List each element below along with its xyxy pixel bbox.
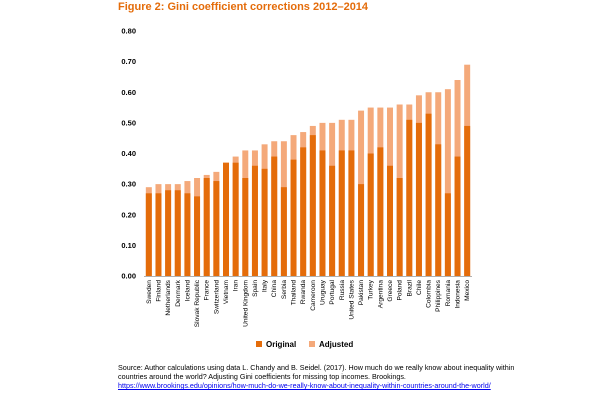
bar-original — [242, 178, 249, 276]
bar-original — [329, 165, 336, 276]
bar-original — [232, 162, 239, 276]
x-axis: Sweden Finland Netherlands Denmark Iceland Sl… — [144, 276, 472, 327]
source-text: Source: Author calculations using data L… — [118, 363, 515, 381]
x-tick-label: Portugal — [329, 279, 336, 304]
y-tick-label: 0.70 — [121, 57, 136, 66]
bar-original — [435, 144, 442, 276]
bar-original — [261, 168, 268, 276]
x-tick-label: Iceland — [184, 280, 191, 302]
y-tick-label: 0.50 — [121, 118, 136, 127]
x-tick-label: Russia — [339, 280, 346, 300]
x-tick-label: Uruguay — [319, 279, 326, 305]
source-link[interactable]: https://www.brookings.edu/opinions/how-m… — [118, 381, 491, 390]
bar-original — [444, 193, 451, 276]
x-tick-label: Brazil — [406, 279, 413, 296]
x-tick-label: Finland — [155, 280, 162, 302]
x-tick-label: France — [204, 280, 211, 301]
figure-title: Figure 2: Gini coefficient corrections 2… — [118, 1, 369, 13]
bar-original — [213, 181, 220, 276]
x-tick-label: Cameroon — [310, 280, 317, 311]
bar-original — [155, 193, 162, 276]
x-tick-label: Denmark — [175, 279, 182, 306]
y-tick-label: 0.30 — [121, 180, 136, 189]
x-tick-label: Poland — [397, 280, 404, 301]
bar-original — [454, 156, 461, 276]
x-tick-label: Philippines — [435, 279, 442, 312]
x-tick-label: Sweden — [146, 280, 153, 304]
x-tick-label: Colombia — [426, 280, 433, 308]
x-tick-label: Serbia — [281, 280, 288, 299]
legend: Original Adjusted — [256, 340, 353, 349]
x-tick-label: Greece — [387, 280, 394, 302]
x-tick-label: Slovak Republic — [194, 279, 201, 327]
bar-original — [165, 190, 172, 276]
bar-adjusted — [444, 89, 451, 276]
x-tick-label: Iran — [233, 280, 240, 292]
x-tick-label: Argentina — [377, 280, 384, 309]
original-bars — [145, 113, 471, 276]
bar-original — [377, 147, 384, 276]
bar-original — [203, 178, 210, 276]
bar-original — [387, 165, 393, 276]
x-tick-label: Italy — [262, 279, 269, 292]
y-tick-label: 0.10 — [121, 241, 136, 250]
x-tick-label: United Kingdom — [242, 279, 249, 326]
bar-original — [348, 150, 355, 276]
y-tick-label: 0.60 — [121, 88, 136, 97]
bar-original — [338, 150, 345, 276]
x-tick-label: Turkey — [368, 279, 375, 300]
bar-original — [425, 113, 432, 276]
x-tick-label: Mexico — [464, 280, 471, 301]
legend-adjusted-swatch — [309, 341, 315, 347]
bar-original — [367, 153, 374, 276]
x-tick-label: Switzerland — [213, 280, 220, 314]
y-tick-label: 0.80 — [121, 27, 136, 36]
y-tick-label: 0.40 — [121, 149, 136, 158]
x-tick-label: Spain — [252, 280, 259, 297]
x-tick-label: Rwanda — [300, 280, 307, 305]
x-tick-label: United States — [348, 279, 355, 319]
x-tick-label: Thailand — [291, 280, 298, 306]
x-tick-label: Pakistan — [358, 280, 365, 306]
bar-original — [300, 147, 307, 276]
legend-original-swatch — [256, 341, 262, 347]
bar-original — [145, 193, 152, 276]
y-axis: 0.00 0.10 0.20 0.30 0.40 0.50 0.60 0.70 0.80 — [121, 27, 136, 281]
x-tick-label: Netherlands — [165, 279, 172, 315]
bar-original — [251, 165, 258, 276]
legend-adjusted-label: Adjusted — [319, 340, 353, 349]
bar-original — [358, 184, 365, 276]
x-tick-label: Chile — [416, 280, 423, 295]
x-tick-label: Vietnam — [223, 280, 230, 305]
bar-original — [406, 119, 413, 276]
source-note: Source: Author calculations using data L… — [118, 363, 518, 390]
y-tick-label: 0.00 — [121, 272, 136, 281]
x-tick-label: China — [271, 280, 278, 298]
bar-original — [271, 156, 278, 276]
bar-original — [194, 196, 201, 276]
bar-original — [309, 135, 316, 276]
bar-original — [415, 122, 422, 276]
bar-original — [290, 159, 297, 276]
bar-original — [396, 178, 403, 276]
y-tick-label: 0.20 — [121, 210, 136, 219]
x-tick-label: Indonesia — [455, 280, 462, 309]
bar-original — [280, 187, 287, 276]
bar-original — [464, 125, 471, 276]
bar-original — [319, 150, 326, 276]
bar-original — [223, 162, 229, 276]
gini-bar-chart: 0.00 0.10 0.20 0.30 0.40 0.50 0.60 0.70 0.80 Swe… — [121, 27, 472, 349]
bar-original — [174, 190, 181, 276]
x-tick-label: Romania — [445, 280, 452, 307]
legend-original-label: Original — [266, 340, 296, 349]
bar-original — [184, 193, 191, 276]
